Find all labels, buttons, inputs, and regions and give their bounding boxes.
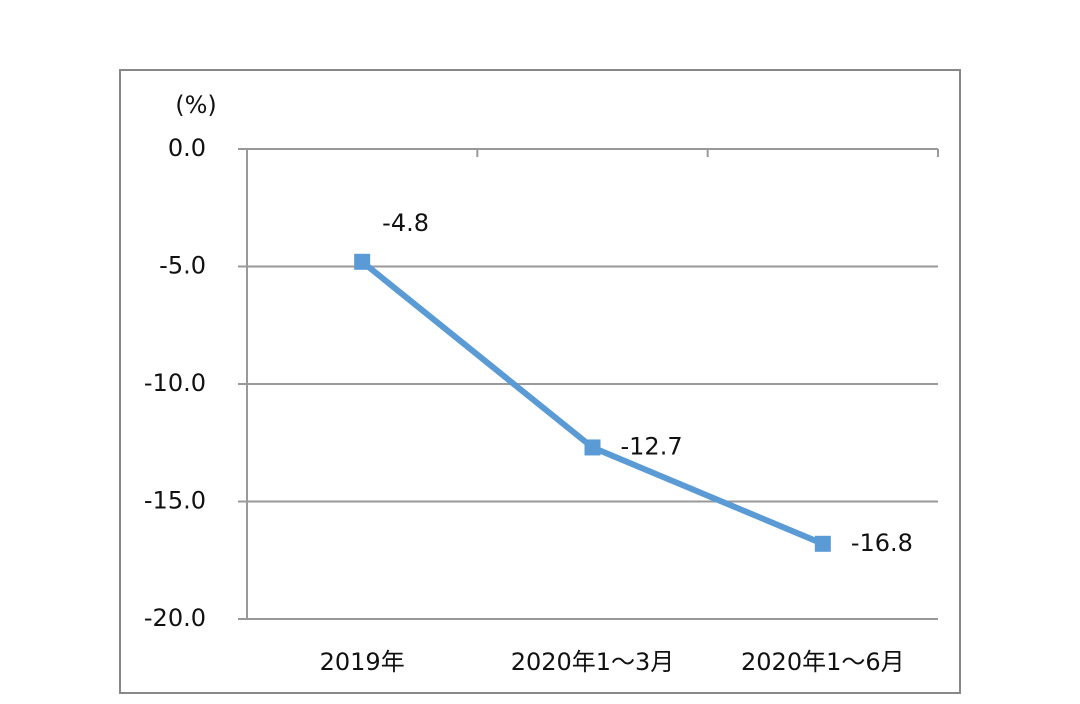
x-tick-label: 2020年1～6月 (741, 648, 905, 676)
chart-frame (119, 69, 961, 694)
y-tick-label: -10.0 (144, 369, 206, 397)
y-tick-label: 0.0 (168, 134, 206, 162)
x-tick-label: 2019年 (320, 648, 405, 676)
y-tick-label: -5.0 (159, 252, 206, 280)
x-tick-label: 2020年1～3月 (511, 648, 675, 676)
y-tick-label: -15.0 (144, 487, 206, 515)
data-point (584, 439, 601, 456)
data-point (814, 535, 831, 552)
y-axis-label: (%) (175, 91, 217, 119)
data-point (354, 253, 371, 270)
data-label: -12.7 (621, 432, 683, 460)
data-label: -4.8 (382, 209, 429, 237)
y-tick-label: -20.0 (144, 604, 206, 632)
data-label: -16.8 (851, 529, 913, 557)
